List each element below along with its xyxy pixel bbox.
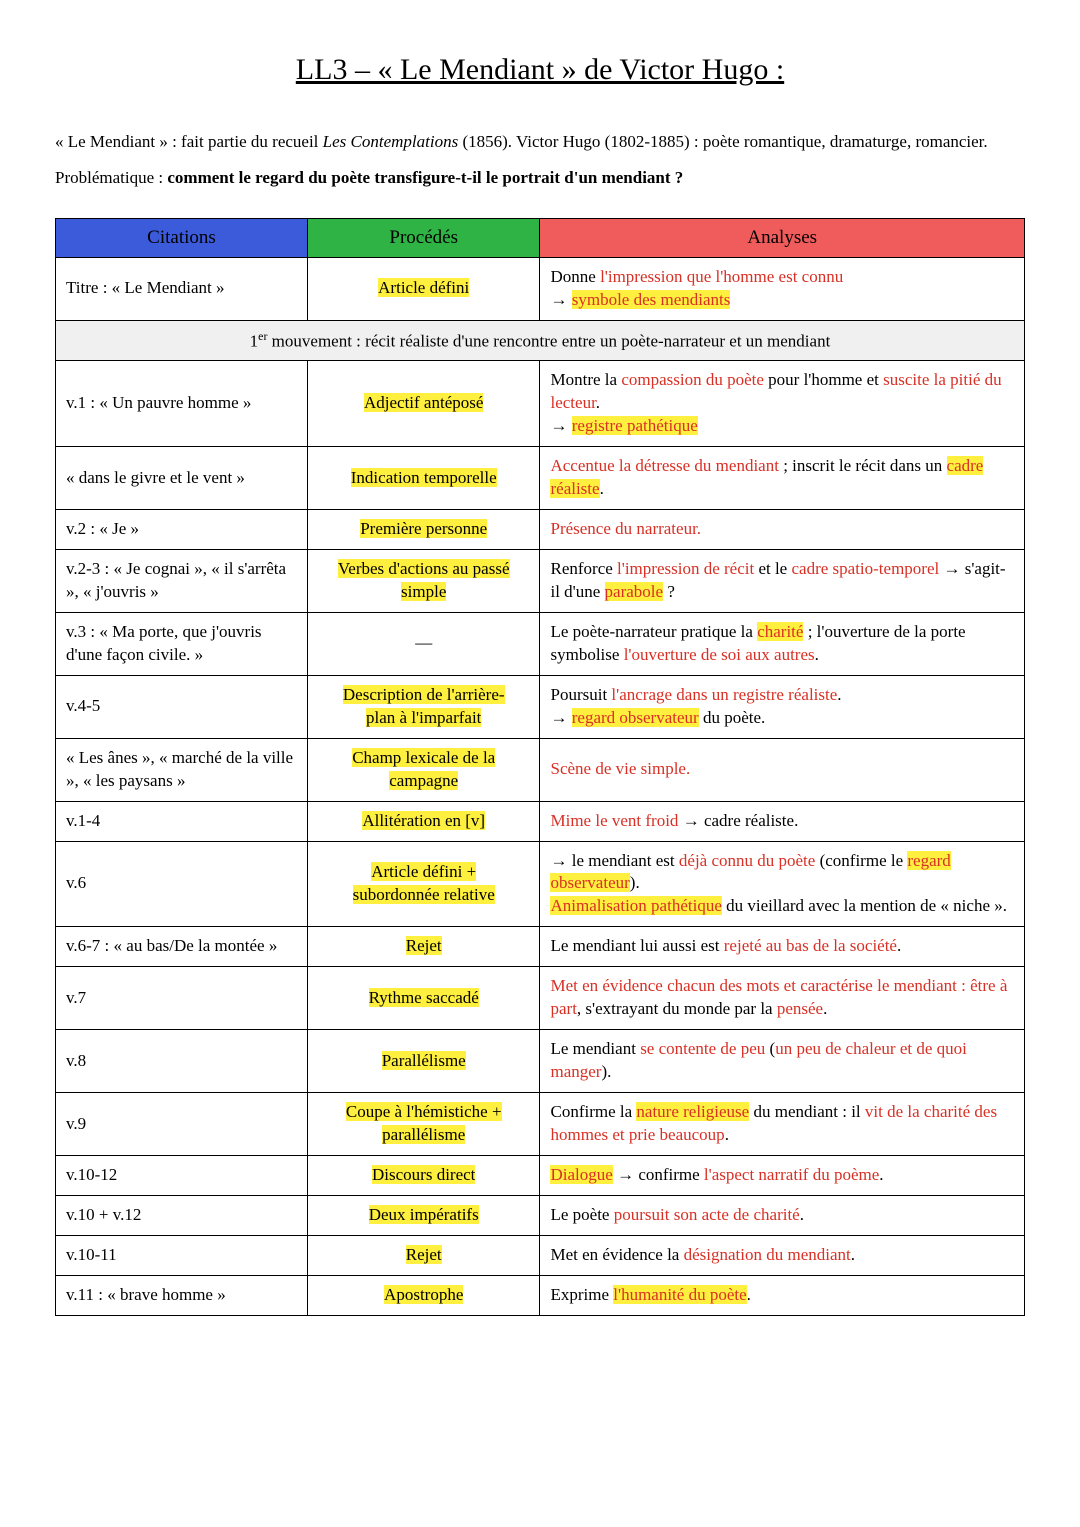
table-row: v.4-5Description de l'arrière-plan à l'i… xyxy=(56,675,1025,738)
procede-cell: Verbes d'actions au passésimple xyxy=(307,550,540,613)
table-row: v.2 : « Je »Première personnePrésence du… xyxy=(56,510,1025,550)
citation-cell: v.6-7 : « au bas/De la montée » xyxy=(56,927,308,967)
procede-cell: Rejet xyxy=(307,927,540,967)
procede-cell: Coupe à l'hémistiche +parallélisme xyxy=(307,1093,540,1156)
problematique: Problématique : comment le regard du poè… xyxy=(55,167,1025,190)
problematique-question: comment le regard du poète transfigure-t… xyxy=(167,168,683,187)
procede-cell: Deux impératifs xyxy=(307,1195,540,1235)
table-row: « Les ânes », « marché de la ville », « … xyxy=(56,738,1025,801)
procede-cell: Parallélisme xyxy=(307,1030,540,1093)
analyse-cell: Met en évidence la désignation du mendia… xyxy=(540,1235,1025,1275)
citation-cell: v.1-4 xyxy=(56,801,308,841)
procede-cell: Article défini +subordonnée relative xyxy=(307,841,540,927)
citation-cell: v.3 : « Ma porte, que j'ouvris d'une faç… xyxy=(56,612,308,675)
table-row: v.3 : « Ma porte, que j'ouvris d'une faç… xyxy=(56,612,1025,675)
analyse-cell: Donne l'impression que l'homme est connu… xyxy=(540,258,1025,321)
header-analyses: Analyses xyxy=(540,219,1025,258)
table-row: v.11 : « brave homme »ApostropheExprime … xyxy=(56,1275,1025,1315)
procede-cell: Article défini xyxy=(307,258,540,321)
analyse-cell: Le mendiant lui aussi est rejeté au bas … xyxy=(540,927,1025,967)
analyse-cell: Le mendiant se contente de peu (un peu d… xyxy=(540,1030,1025,1093)
procede-cell: Apostrophe xyxy=(307,1275,540,1315)
analyse-cell: Mime le vent froid → cadre réaliste. xyxy=(540,801,1025,841)
table-row: v.1 : « Un pauvre homme »Adjectif antépo… xyxy=(56,361,1025,447)
citation-cell: Titre : « Le Mendiant » xyxy=(56,258,308,321)
analyse-cell: Confirme la nature religieuse du mendian… xyxy=(540,1093,1025,1156)
analysis-table: Citations Procédés Analyses Titre : « Le… xyxy=(55,218,1025,1315)
intro-text: « Le Mendiant » : fait partie du recueil… xyxy=(55,131,1025,154)
procede-cell: Rejet xyxy=(307,1235,540,1275)
procede-cell: Indication temporelle xyxy=(307,447,540,510)
citation-cell: v.10 + v.12 xyxy=(56,1195,308,1235)
problematique-label: Problématique : xyxy=(55,168,167,187)
table-row: v.10 + v.12Deux impératifsLe poète pours… xyxy=(56,1195,1025,1235)
analyse-cell: Dialogue → confirme l'aspect narratif du… xyxy=(540,1155,1025,1195)
analyse-cell: Renforce l'impression de récit et le cad… xyxy=(540,550,1025,613)
analyse-cell: Poursuit l'ancrage dans un registre réal… xyxy=(540,675,1025,738)
table-row: v.7Rythme saccadéMet en évidence chacun … xyxy=(56,967,1025,1030)
procede-cell: Description de l'arrière-plan à l'imparf… xyxy=(307,675,540,738)
section-heading: 1er mouvement : récit réaliste d'une ren… xyxy=(56,320,1025,361)
table-row: v.2-3 : « Je cognai », « il s'arrêta », … xyxy=(56,550,1025,613)
citation-cell: v.6 xyxy=(56,841,308,927)
procede-cell: Première personne xyxy=(307,510,540,550)
procede-cell: Rythme saccadé xyxy=(307,967,540,1030)
table-row: v.8ParallélismeLe mendiant se contente d… xyxy=(56,1030,1025,1093)
analyse-cell: Montre la compassion du poète pour l'hom… xyxy=(540,361,1025,447)
citation-cell: v.4-5 xyxy=(56,675,308,738)
table-row: v.9Coupe à l'hémistiche +parallélismeCon… xyxy=(56,1093,1025,1156)
table-row: v.6Article défini +subordonnée relative→… xyxy=(56,841,1025,927)
table-row: v.1-4Allitération en [v]Mime le vent fro… xyxy=(56,801,1025,841)
table-row: v.10-11RejetMet en évidence la désignati… xyxy=(56,1235,1025,1275)
header-procedes: Procédés xyxy=(307,219,540,258)
analyse-cell: → le mendiant est déjà connu du poète (c… xyxy=(540,841,1025,927)
analyse-cell: Le poète poursuit son acte de charité. xyxy=(540,1195,1025,1235)
analyse-cell: Exprime l'humanité du poète. xyxy=(540,1275,1025,1315)
analyse-cell: Met en évidence chacun des mots et carac… xyxy=(540,967,1025,1030)
table-row: Titre : « Le Mendiant »Article définiDon… xyxy=(56,258,1025,321)
analyse-cell: Le poète-narrateur pratique la charité ;… xyxy=(540,612,1025,675)
table-row: « dans le givre et le vent »Indication t… xyxy=(56,447,1025,510)
citation-cell: v.7 xyxy=(56,967,308,1030)
citation-cell: v.2 : « Je » xyxy=(56,510,308,550)
analyse-cell: Scène de vie simple. xyxy=(540,738,1025,801)
citation-cell: v.8 xyxy=(56,1030,308,1093)
citation-cell: v.11 : « brave homme » xyxy=(56,1275,308,1315)
citation-cell: « dans le givre et le vent » xyxy=(56,447,308,510)
citation-cell: v.2-3 : « Je cognai », « il s'arrêta », … xyxy=(56,550,308,613)
table-row: 1er mouvement : récit réaliste d'une ren… xyxy=(56,320,1025,361)
citation-cell: v.9 xyxy=(56,1093,308,1156)
citation-cell: v.10-11 xyxy=(56,1235,308,1275)
citation-cell: v.10-12 xyxy=(56,1155,308,1195)
page-title: LL3 – « Le Mendiant » de Victor Hugo : xyxy=(55,50,1025,91)
procede-cell: Discours direct xyxy=(307,1155,540,1195)
analyse-cell: Présence du narrateur. xyxy=(540,510,1025,550)
citation-cell: v.1 : « Un pauvre homme » xyxy=(56,361,308,447)
header-citations: Citations xyxy=(56,219,308,258)
table-row: v.6-7 : « au bas/De la montée »RejetLe m… xyxy=(56,927,1025,967)
analyse-cell: Accentue la détresse du mendiant ; inscr… xyxy=(540,447,1025,510)
procede-cell: Adjectif antéposé xyxy=(307,361,540,447)
procede-cell: Champ lexicale de lacampagne xyxy=(307,738,540,801)
table-row: v.10-12Discours directDialogue → confirm… xyxy=(56,1155,1025,1195)
procede-cell: Allitération en [v] xyxy=(307,801,540,841)
procede-cell: — xyxy=(307,612,540,675)
citation-cell: « Les ânes », « marché de la ville », « … xyxy=(56,738,308,801)
